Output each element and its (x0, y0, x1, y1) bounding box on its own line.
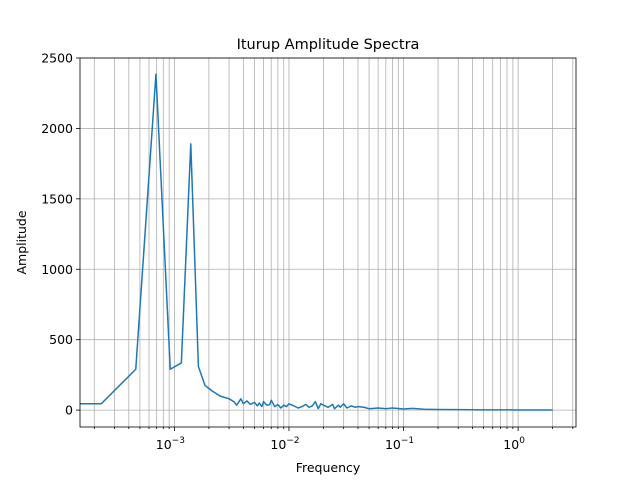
y-axis-label: Amplitude (14, 210, 29, 274)
y-tick-label: 500 (49, 332, 73, 347)
plot-frame (79, 57, 577, 428)
y-tick-label: 1500 (41, 191, 73, 206)
x-tick-label: 10−3 (156, 436, 185, 452)
x-axis-label: Frequency (296, 460, 361, 475)
y-tick-label: 2500 (41, 51, 73, 66)
y-tick-label: 0 (65, 403, 73, 418)
series-group (80, 73, 553, 411)
y-axis-ticks: 0 500 1000 1500 2000 2500 (41, 51, 80, 418)
y-tick-label: 2000 (41, 121, 73, 136)
x-tick-label: 100 (503, 436, 525, 452)
grid-lines (80, 57, 576, 427)
x-axis-ticks: 10−3 10−2 10−1 100 (93, 427, 574, 452)
y-tick-label: 1000 (41, 262, 73, 277)
x-tick-label: 10−1 (385, 436, 414, 452)
amplitude-series-line (80, 73, 553, 411)
chart-title: Iturup Amplitude Spectra (237, 37, 420, 53)
x-tick-label: 10−2 (270, 436, 299, 452)
